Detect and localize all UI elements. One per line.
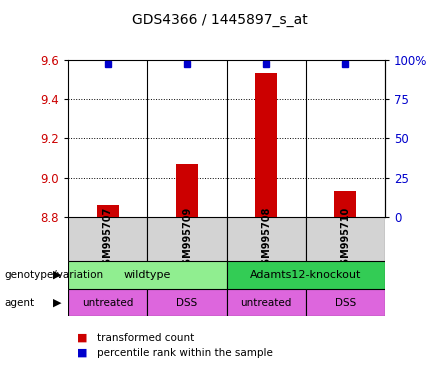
Text: agent: agent: [4, 298, 34, 308]
Text: ▶: ▶: [53, 298, 62, 308]
Text: ▶: ▶: [53, 270, 62, 280]
Text: transformed count: transformed count: [97, 333, 194, 343]
Text: GDS4366 / 1445897_s_at: GDS4366 / 1445897_s_at: [132, 13, 308, 27]
Text: GSM995708: GSM995708: [261, 206, 271, 272]
Bar: [306, 289, 385, 316]
Text: percentile rank within the sample: percentile rank within the sample: [97, 348, 273, 358]
Text: genotype/variation: genotype/variation: [4, 270, 103, 280]
Bar: [255, 73, 277, 217]
Bar: [68, 217, 147, 261]
Text: GSM995710: GSM995710: [341, 207, 350, 271]
Bar: [227, 289, 306, 316]
Text: GSM995709: GSM995709: [182, 207, 192, 271]
Text: DSS: DSS: [335, 298, 356, 308]
Text: ■: ■: [77, 333, 88, 343]
Bar: [227, 217, 306, 261]
Text: wildtype: wildtype: [124, 270, 171, 280]
Text: GSM995707: GSM995707: [103, 207, 113, 271]
Bar: [306, 217, 385, 261]
Bar: [147, 289, 227, 316]
Bar: [227, 261, 385, 289]
Bar: [334, 191, 356, 217]
Bar: [176, 164, 198, 217]
Text: untreated: untreated: [82, 298, 133, 308]
Text: ■: ■: [77, 348, 88, 358]
Bar: [97, 205, 119, 217]
Bar: [68, 261, 227, 289]
Text: Adamts12-knockout: Adamts12-knockout: [250, 270, 362, 280]
Text: DSS: DSS: [176, 298, 198, 308]
Bar: [147, 217, 227, 261]
Bar: [68, 289, 147, 316]
Text: untreated: untreated: [241, 298, 292, 308]
